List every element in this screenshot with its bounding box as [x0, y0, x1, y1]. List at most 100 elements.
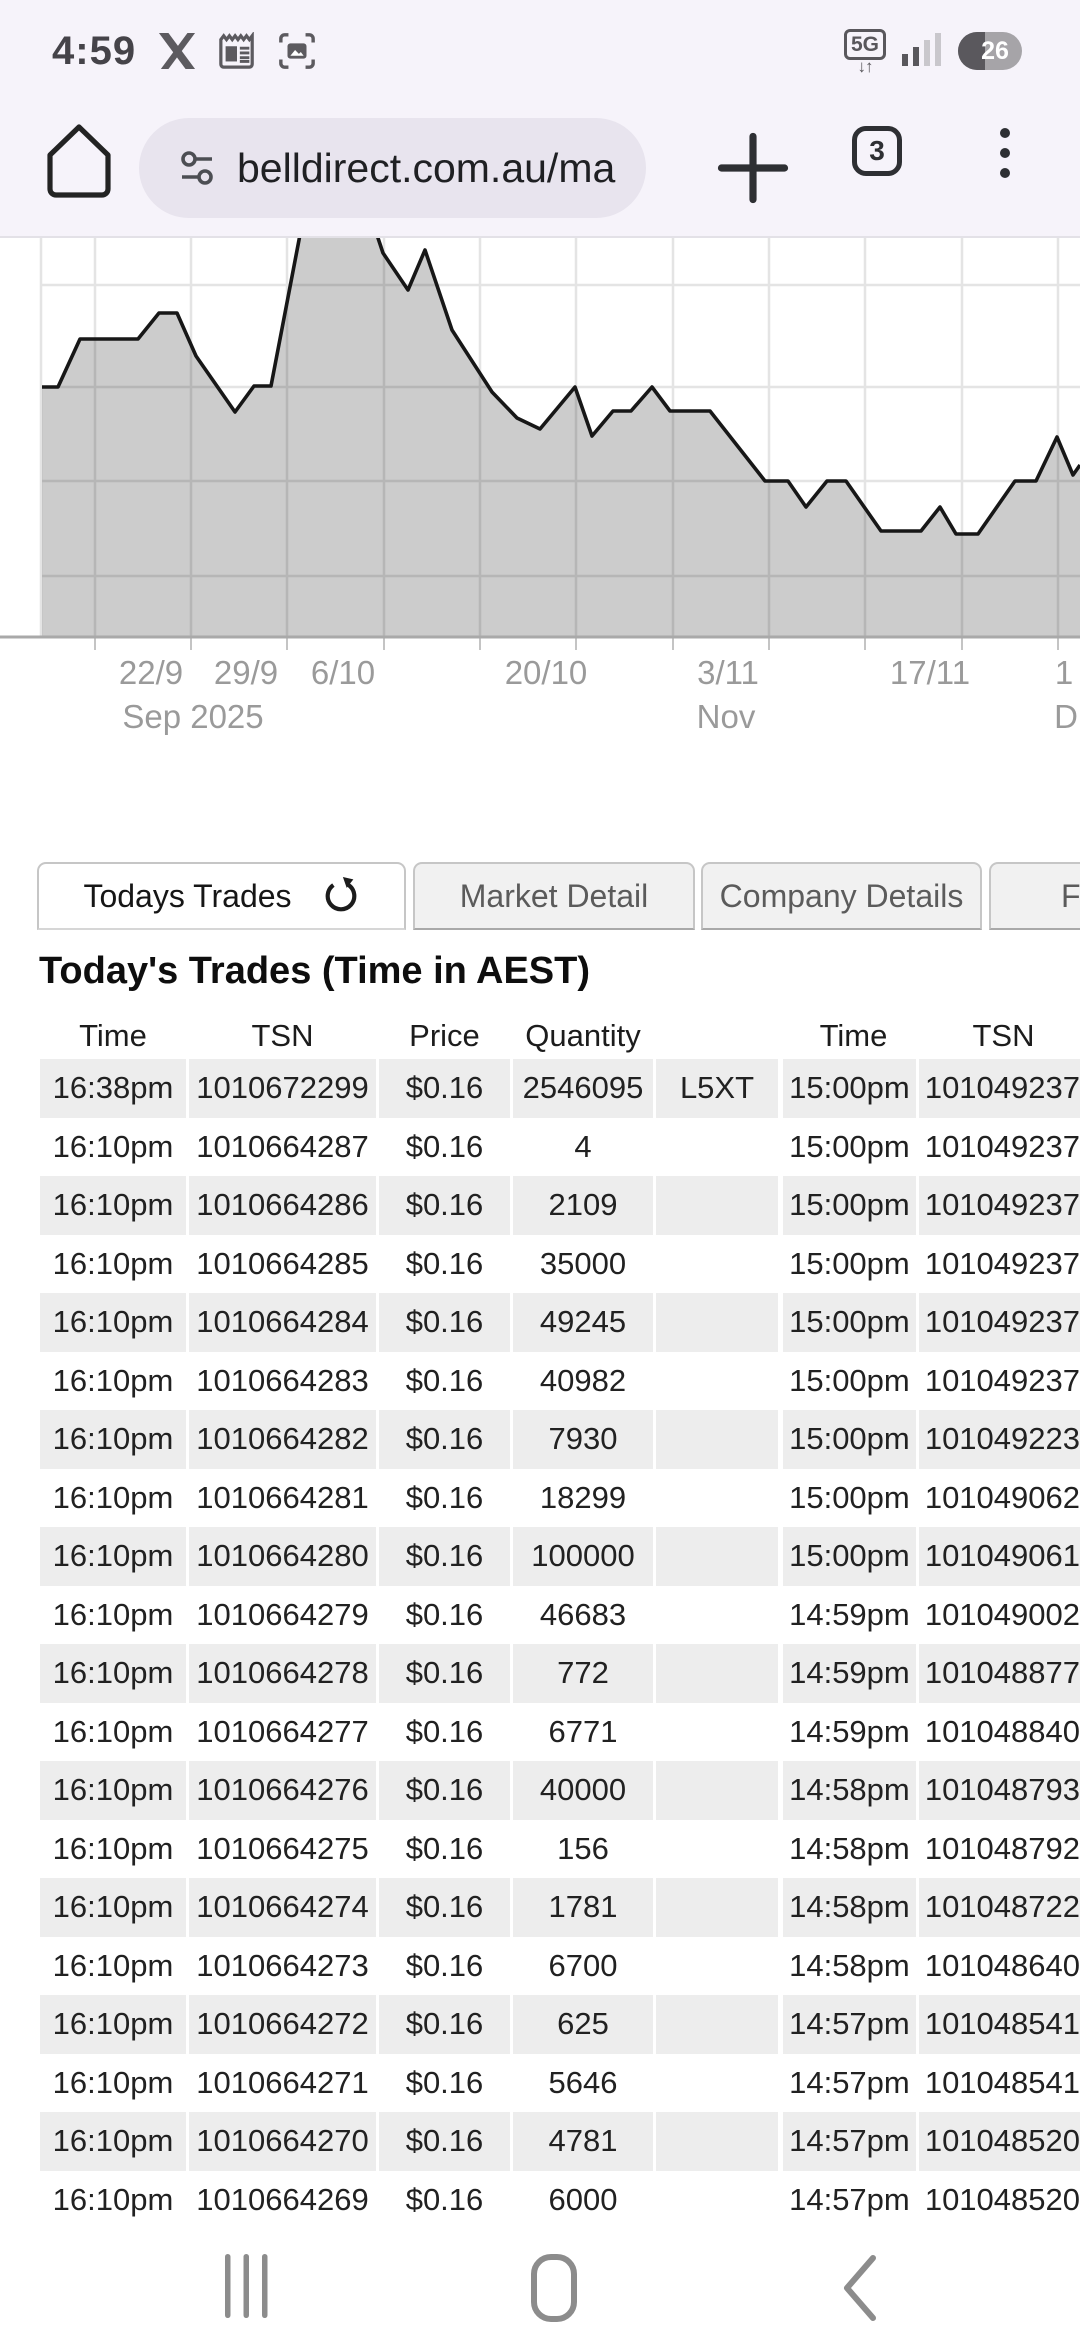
cell-time-2: 15:00pm [789, 1538, 910, 1573]
browser-toolbar: belldirect.com.au/ma 3 [0, 82, 1080, 238]
cell-tsn: 1010664287 [186, 1117, 376, 1176]
cell-tsn: 1010672299 [186, 1059, 376, 1118]
cell-tsn: 1010664274 [186, 1878, 376, 1937]
cell-quantity: 2546095 [510, 1059, 653, 1118]
cell-quantity: 5646 [510, 2053, 653, 2112]
battery-icon: 26 [958, 32, 1022, 70]
x-logo-icon [158, 32, 196, 70]
cell-condition [653, 1644, 778, 1703]
cell-time-2: 14:58pm [789, 1830, 910, 1866]
cell-time: 16:10pm [52, 1187, 174, 1222]
cell-time: 16:10pm [52, 1713, 174, 1749]
cell-time: 16:10pm [52, 1362, 174, 1398]
x-axis-tick-label: 3/11 [697, 654, 759, 691]
tab-market-detail[interactable]: Market Detail [413, 862, 695, 930]
tab-label: Market Detail [459, 877, 649, 914]
trade-row: 16:10pm 1010664278 $0.16 772 14:59pm 10104887… [0, 1644, 1080, 1703]
cell-condition [653, 1468, 778, 1527]
cell-time-2: 15:00pm [789, 1362, 910, 1398]
cell-tsn: 1010664279 [186, 1585, 376, 1644]
cell-quantity: 772 [510, 1644, 653, 1703]
cell-quantity: 6000 [510, 2170, 653, 2229]
cell-tsn-2: 101048520 [915, 2112, 1080, 2171]
trades-table-body: 16:38pm 1010672299 $0.16 2546095 L5XT 15:00pm… [0, 1059, 1080, 2231]
x-axis-tick-label: 29/9 [213, 654, 279, 691]
cell-tsn-2: 101049237 [915, 1351, 1080, 1410]
cell-tsn: 1010664278 [186, 1644, 376, 1703]
site-settings-icon[interactable] [175, 146, 219, 190]
cell-quantity: 18299 [510, 1468, 653, 1527]
cell-quantity: 40000 [510, 1761, 653, 1820]
trades-table-header: Time TSN Price Quantity Time TSN [0, 1014, 1080, 1058]
x-axis-tick-label: 6/10 [310, 654, 376, 691]
cell-condition [653, 1585, 778, 1644]
page-title: Today's Trades (Time in AEST) [39, 950, 591, 992]
trade-row: 16:10pm 1010664275 $0.16 156 14:58pm 10104879… [0, 1819, 1080, 1878]
url-text: belldirect.com.au/ma [237, 144, 616, 191]
cell-price: $0.16 [376, 2112, 510, 2171]
battery-percent: 26 [981, 36, 1009, 65]
x-axis-period-label: Sep 2025 [122, 698, 264, 735]
cell-condition [653, 1819, 778, 1878]
cell-time-2: 15:00pm [789, 1070, 910, 1105]
tab-todays-trades[interactable]: Todays Trades [37, 862, 406, 930]
news-icon [218, 32, 256, 70]
cell-time-2: 14:59pm [789, 1655, 910, 1690]
url-bar[interactable]: belldirect.com.au/ma [139, 118, 646, 218]
cell-tsn: 1010664270 [186, 2112, 376, 2171]
column-header-time: Time [79, 1018, 147, 1053]
cell-quantity: 100000 [510, 1527, 653, 1586]
trade-row: 16:10pm 1010664286 $0.16 2109 15:00pm 1010492… [0, 1176, 1080, 1235]
cell-tsn-2: 101048722 [915, 1878, 1080, 1937]
cell-tsn-2: 101049237 [915, 1117, 1080, 1176]
cell-time-2: 14:58pm [789, 1947, 910, 1983]
content-tabs: Todays Trades Market Detail Company Detail… [0, 862, 1080, 932]
cell-price: $0.16 [376, 1293, 510, 1352]
cell-condition [653, 1351, 778, 1410]
cell-condition [653, 1176, 778, 1235]
trade-row: 16:38pm 1010672299 $0.16 2546095 L5XT 15:00pm… [0, 1059, 1080, 1118]
cell-condition [653, 2112, 778, 2171]
cell-price: $0.16 [376, 1351, 510, 1410]
menu-kebab-icon[interactable] [1000, 128, 1010, 178]
cell-quantity: 35000 [510, 1234, 653, 1293]
cell-condition [653, 2170, 778, 2229]
cell-tsn-2: 101048541 [915, 1995, 1080, 2054]
cell-quantity: 156 [510, 1819, 653, 1878]
cell-tsn: 1010664282 [186, 1410, 376, 1469]
cell-price: $0.16 [376, 1059, 510, 1118]
cell-price: $0.16 [376, 1585, 510, 1644]
cell-price: $0.16 [376, 1234, 510, 1293]
back-icon[interactable] [843, 2255, 877, 2326]
cell-tsn-2: 101049002 [915, 1585, 1080, 1644]
cell-tsn-2: 101048793 [915, 1761, 1080, 1820]
tab-label: Company Details [719, 877, 964, 914]
cell-time: 16:10pm [52, 1128, 174, 1164]
cell-tsn-2: 101048541 [915, 2053, 1080, 2112]
cell-time: 16:10pm [52, 2123, 174, 2158]
cell-time-2: 15:00pm [789, 1245, 910, 1281]
cell-price: $0.16 [376, 1936, 510, 1995]
x-axis-tick-label: 17/11 [889, 654, 971, 691]
cell-condition [653, 1527, 778, 1586]
home-nav-icon[interactable] [531, 2254, 577, 2327]
new-tab-button[interactable] [710, 125, 796, 216]
trade-row: 16:10pm 1010664274 $0.16 1781 14:58pm 1010487… [0, 1878, 1080, 1937]
cell-time: 16:10pm [52, 1245, 174, 1281]
cell-quantity: 2109 [510, 1176, 653, 1235]
cell-time: 16:10pm [52, 1830, 174, 1866]
tab-company-details[interactable]: Company Details [701, 862, 982, 930]
cell-condition: L5XT [653, 1059, 778, 1118]
cell-time: 16:10pm [52, 1538, 174, 1573]
home-button[interactable] [42, 121, 116, 208]
column-header-quantity: Quantity [510, 1014, 653, 1058]
android-nav-bar [0, 2230, 1080, 2340]
tab-f[interactable]: F [989, 862, 1080, 930]
column-header-price: Price [376, 1014, 510, 1058]
cell-time: 16:10pm [52, 1479, 174, 1515]
refresh-icon[interactable] [322, 877, 360, 915]
tab-switcher-button[interactable]: 3 [852, 126, 902, 176]
cell-price: $0.16 [376, 2170, 510, 2229]
trade-row: 16:10pm 1010664281 $0.16 18299 15:00pm 101049… [0, 1468, 1080, 1527]
recents-icon[interactable] [225, 2254, 268, 2323]
